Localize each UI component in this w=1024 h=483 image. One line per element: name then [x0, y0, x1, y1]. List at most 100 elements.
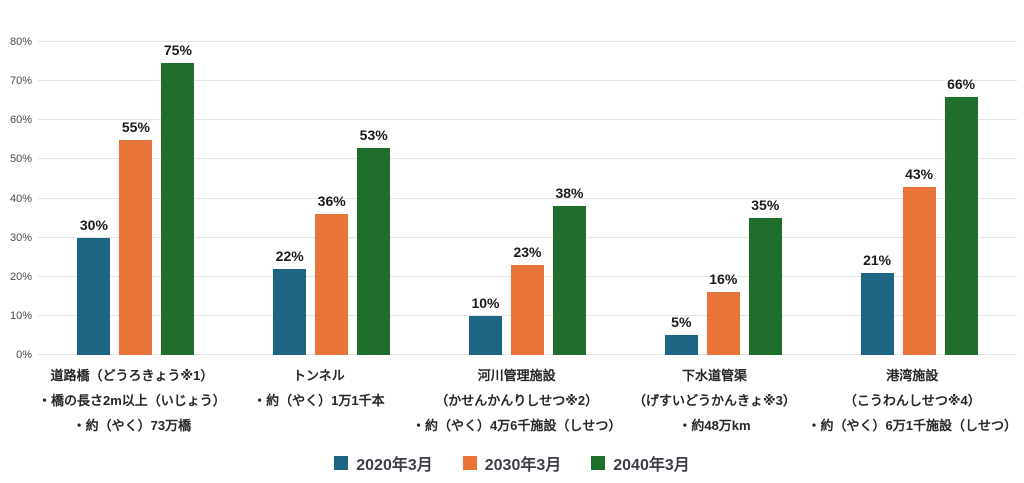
- y-axis-tick-label: 20%: [9, 270, 32, 283]
- y-axis-tick-label: 0%: [16, 349, 32, 361]
- category-label: 港湾施設 （こうわんしせつ※4） ・約（やく）6万1千施設（しせつ）: [808, 356, 1017, 438]
- legend-swatch-icon: [462, 456, 477, 470]
- bar-value-label: 55%: [121, 118, 150, 135]
- bar-2030年3月-3: [706, 292, 740, 355]
- bar-column: 21%: [860, 42, 894, 355]
- bar-column: 36%: [315, 42, 349, 355]
- y-axis-tick-label: 10%: [9, 309, 32, 322]
- bar-2040年3月-1: [357, 147, 391, 355]
- bar-2020年3月-0: [77, 237, 111, 355]
- bar-value-label: 38%: [555, 185, 584, 202]
- y-axis-tick-label: 70%: [9, 75, 32, 88]
- bar-column: 35%: [748, 42, 782, 355]
- bar-value-label: 30%: [79, 216, 108, 233]
- bar-2030年3月-4: [902, 186, 936, 355]
- bar-column: 30%: [77, 42, 111, 355]
- bar-value-label: 43%: [905, 165, 934, 182]
- bar-value-label: 22%: [275, 247, 304, 264]
- bar-2020年3月-4: [860, 272, 894, 355]
- legend-label: 2030年3月: [484, 457, 562, 474]
- bar-group: 21% 43% 66%: [821, 42, 1017, 355]
- category-label-line: ・約（やく）6万1千施設（しせつ）: [807, 418, 1018, 433]
- bar-2040年3月-4: [944, 96, 978, 355]
- bar-groups: 30% 55% 75% 22% 36% 53% 10% 23% 38% 5% 16% 35% 21% 43…: [38, 42, 1017, 355]
- bar-value-label: 10%: [471, 294, 500, 311]
- legend: 2020年3月 2030年3月 2040年3月: [0, 451, 1024, 475]
- category-label-line: 河川管理施設: [477, 368, 556, 383]
- bar-value-label: 5%: [671, 314, 692, 331]
- bar-column: 75%: [161, 42, 195, 355]
- category-axis: 道路橋（どうろきょう※1） ・橋の長さ2m以上（いじょう） ・約（やく）73万橋 トン…: [38, 356, 1017, 438]
- bars-row: 21% 43% 66%: [860, 42, 978, 355]
- bar-group: 22% 36% 53%: [234, 42, 430, 355]
- category-label: 下水道管渠 （げすいどうかんきょ※3） ・約48万km: [621, 356, 807, 438]
- legend-label: 2040年3月: [613, 457, 690, 474]
- bar-column: 23%: [510, 42, 544, 355]
- gridline: [38, 197, 1017, 199]
- legend-item: 2040年3月: [591, 451, 690, 475]
- y-axis-tick-label: 30%: [9, 231, 32, 244]
- bar-column: 38%: [552, 42, 586, 355]
- bar-value-label: 23%: [513, 244, 542, 261]
- bars-row: 5% 16% 35%: [664, 42, 782, 355]
- category-label-line: ・約48万km: [678, 418, 751, 433]
- category-label: 道路橋（どうろきょう※1） ・橋の長さ2m以上（いじょう） ・約（やく）73万橋: [38, 356, 226, 438]
- category-label-line: ・約（やく）73万橋: [72, 418, 192, 433]
- category-label-line: ・橋の長さ2m以上（いじょう）: [38, 393, 226, 408]
- bar-value-label: 53%: [359, 126, 388, 143]
- bar-value-label: 16%: [709, 271, 738, 288]
- bar-2020年3月-3: [664, 335, 698, 355]
- gridline: [38, 158, 1017, 160]
- bar-column: 53%: [357, 42, 391, 355]
- bar-value-label: 35%: [751, 197, 780, 214]
- bar-column: 43%: [902, 42, 936, 355]
- bar-value-label: 75%: [163, 42, 192, 58]
- bar-2040年3月-3: [748, 218, 782, 355]
- bar-2020年3月-2: [468, 315, 502, 355]
- bars-row: 30% 55% 75%: [77, 42, 195, 355]
- gridline: [38, 41, 1017, 42]
- category-label-line: 下水道管渠: [681, 368, 747, 383]
- bars-row: 10% 23% 38%: [468, 42, 586, 355]
- y-axis-tick-label: 50%: [9, 153, 32, 166]
- category-label-line: （こうわんしせつ※4）: [843, 393, 981, 408]
- bar-column: 5%: [664, 42, 698, 355]
- y-axis-tick-label: 40%: [9, 192, 32, 205]
- bar-value-label: 66%: [947, 75, 976, 92]
- legend-item: 2030年3月: [462, 451, 562, 475]
- category-label: トンネル・約（やく）1万1千本: [226, 356, 412, 438]
- bar-group: 5% 16% 35%: [625, 42, 821, 355]
- bar-2030年3月-1: [315, 214, 349, 355]
- category-label-line: 港湾施設: [886, 368, 939, 383]
- category-label-line: ・約（やく）4万6千施設（しせつ）: [411, 418, 622, 433]
- category-label: 河川管理施設 （かせんかんりしせつ※2） ・約（やく）4万6千施設（しせつ）: [412, 356, 621, 438]
- plot-area: 0% 10% 20% 30% 40% 50% 60% 70% 80% 30% 55% 75% 22% 36…: [10, 36, 1017, 361]
- y-axis-tick-label: 80%: [9, 36, 32, 48]
- legend-swatch-icon: [334, 456, 349, 470]
- category-label-line: 道路橋（どうろきょう※1）: [50, 368, 214, 383]
- bar-column: 22%: [273, 42, 307, 355]
- category-label-line: （かせんかんりしせつ※2）: [435, 393, 599, 408]
- gridline: [38, 236, 1017, 238]
- gridline: [38, 119, 1017, 121]
- bars-row: 22% 36% 53%: [273, 42, 391, 355]
- legend-label: 2020年3月: [356, 457, 433, 474]
- bar-2040年3月-2: [552, 206, 586, 355]
- y-axis-tick-label: 60%: [9, 114, 32, 127]
- bar-2020年3月-1: [273, 268, 307, 355]
- bar-column: 55%: [119, 42, 153, 355]
- legend-item: 2020年3月: [334, 451, 433, 475]
- category-label-line: トンネル: [292, 368, 345, 383]
- bar-group: 30% 55% 75%: [38, 42, 234, 355]
- category-label-line: （げすいどうかんきょ※3）: [633, 393, 796, 408]
- bar-column: 66%: [944, 42, 978, 355]
- category-label-line: ・約（やく）1万1千本: [253, 393, 385, 408]
- bar-2040年3月-0: [161, 63, 195, 355]
- bar-column: 16%: [706, 42, 740, 355]
- bar-column: 10%: [468, 42, 502, 355]
- bar-value-label: 36%: [317, 193, 346, 210]
- gridline: [38, 80, 1017, 82]
- bar-2030年3月-0: [119, 139, 153, 355]
- bar-value-label: 21%: [863, 251, 892, 268]
